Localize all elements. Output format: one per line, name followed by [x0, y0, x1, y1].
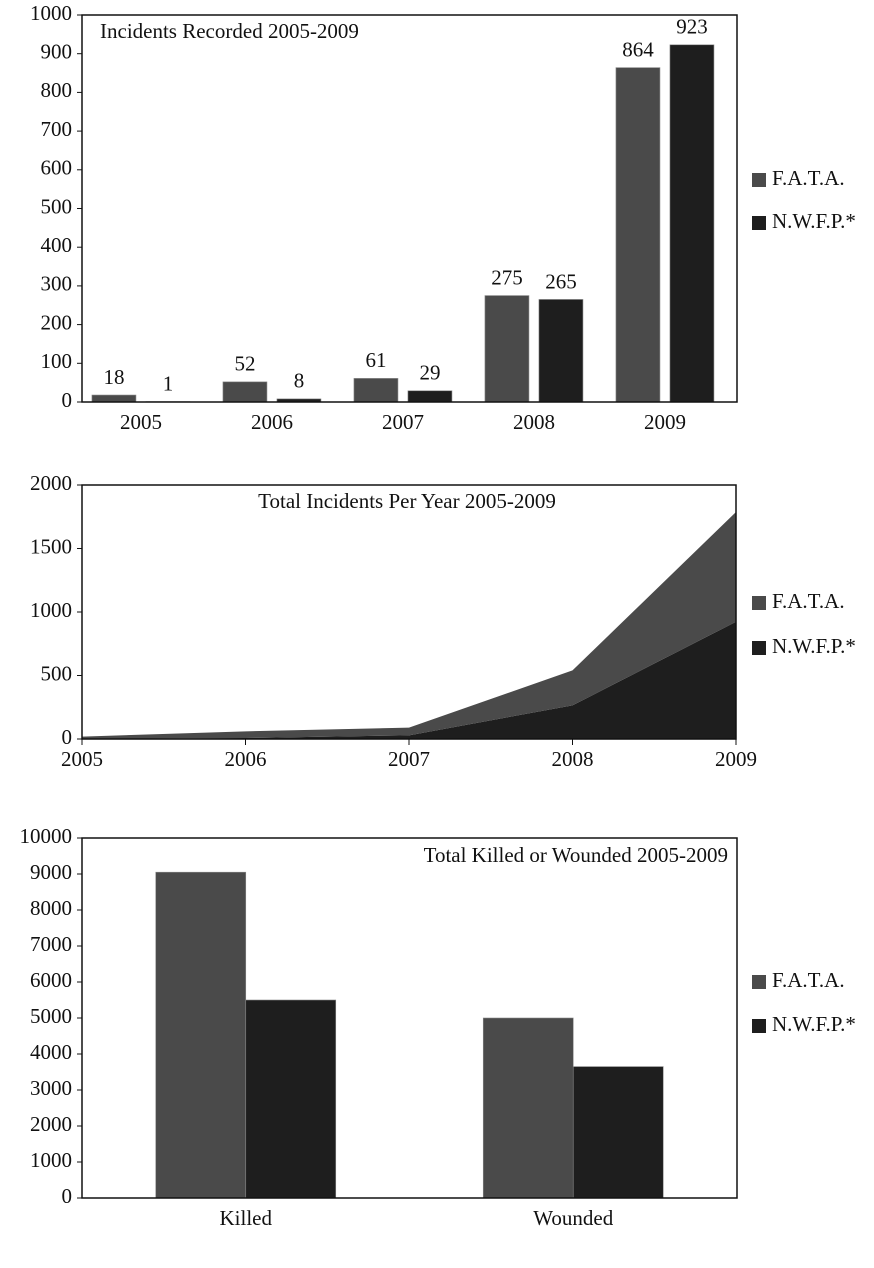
y-tick-label: 0: [62, 388, 73, 412]
x-tick-label: 2007: [382, 410, 424, 434]
y-tick-label: 2000: [30, 1112, 72, 1136]
data-label: 52: [234, 352, 255, 376]
y-tick-label: 500: [41, 194, 73, 218]
legend-swatch: [752, 596, 766, 610]
chart-title: Total Killed or Wounded 2005-2009: [424, 843, 728, 867]
y-tick-label: 400: [41, 233, 73, 257]
legend-swatch: [752, 1019, 766, 1033]
y-tick-label: 7000: [30, 932, 72, 956]
data-label: 29: [419, 361, 440, 385]
bar: [223, 382, 267, 402]
x-tick-label: 2005: [120, 410, 162, 434]
y-tick-label: 4000: [30, 1040, 72, 1064]
x-tick-label: Wounded: [533, 1206, 613, 1230]
y-tick-label: 1000: [30, 1148, 72, 1172]
x-tick-label: 2007: [388, 747, 430, 771]
legend-swatch: [752, 216, 766, 230]
legend-label: F.A.T.A.: [772, 968, 845, 992]
data-label: 1: [163, 371, 174, 395]
y-tick-label: 0: [62, 1184, 73, 1208]
bar: [616, 68, 660, 402]
bar: [156, 872, 246, 1198]
y-tick-label: 1000: [30, 598, 72, 622]
data-label: 8: [294, 369, 305, 393]
bar: [354, 378, 398, 402]
legend-label: N.W.F.P.*: [772, 1012, 856, 1036]
bar: [485, 296, 529, 402]
x-tick-label: 2008: [513, 410, 555, 434]
bar: [539, 299, 583, 402]
data-label: 275: [491, 265, 523, 289]
y-tick-label: 300: [41, 272, 73, 296]
x-tick-label: 2005: [61, 747, 103, 771]
bar: [246, 1000, 336, 1198]
y-tick-label: 700: [41, 117, 73, 141]
bar: [573, 1067, 663, 1198]
y-tick-label: 100: [41, 349, 73, 373]
data-label: 923: [676, 15, 708, 39]
data-label: 61: [365, 348, 386, 372]
bar: [408, 391, 452, 402]
x-tick-label: 2006: [225, 747, 267, 771]
y-tick-label: 3000: [30, 1076, 72, 1100]
legend-label: N.W.F.P.*: [772, 209, 856, 233]
y-tick-label: 0: [62, 725, 73, 749]
chart-title: Incidents Recorded 2005-2009: [100, 19, 359, 43]
y-tick-label: 8000: [30, 896, 72, 920]
legend-swatch: [752, 975, 766, 989]
bar: [92, 395, 136, 402]
data-label: 265: [545, 269, 577, 293]
y-tick-label: 1500: [30, 534, 72, 558]
data-label: 864: [622, 37, 654, 61]
legend-label: F.A.T.A.: [772, 589, 845, 613]
legend-swatch: [752, 173, 766, 187]
y-tick-label: 200: [41, 310, 73, 334]
x-tick-label: 2006: [251, 410, 293, 434]
chart-title: Total Incidents Per Year 2005-2009: [258, 489, 556, 513]
y-tick-label: 2000: [30, 471, 72, 495]
data-label: 18: [103, 365, 124, 389]
y-tick-label: 6000: [30, 968, 72, 992]
y-tick-label: 900: [41, 40, 73, 64]
legend-swatch: [752, 641, 766, 655]
x-tick-label: Killed: [220, 1206, 273, 1230]
y-tick-label: 500: [41, 661, 73, 685]
bar: [483, 1018, 573, 1198]
legend-label: N.W.F.P.*: [772, 634, 856, 658]
y-tick-label: 800: [41, 78, 73, 102]
y-tick-label: 600: [41, 156, 73, 180]
y-tick-label: 9000: [30, 860, 72, 884]
x-tick-label: 2009: [644, 410, 686, 434]
y-tick-label: 5000: [30, 1004, 72, 1028]
legend-label: F.A.T.A.: [772, 166, 845, 190]
bar: [670, 45, 714, 402]
y-tick-label: 1000: [30, 1, 72, 25]
y-tick-label: 10000: [20, 824, 73, 848]
x-tick-label: 2009: [715, 747, 757, 771]
x-tick-label: 2008: [552, 747, 594, 771]
